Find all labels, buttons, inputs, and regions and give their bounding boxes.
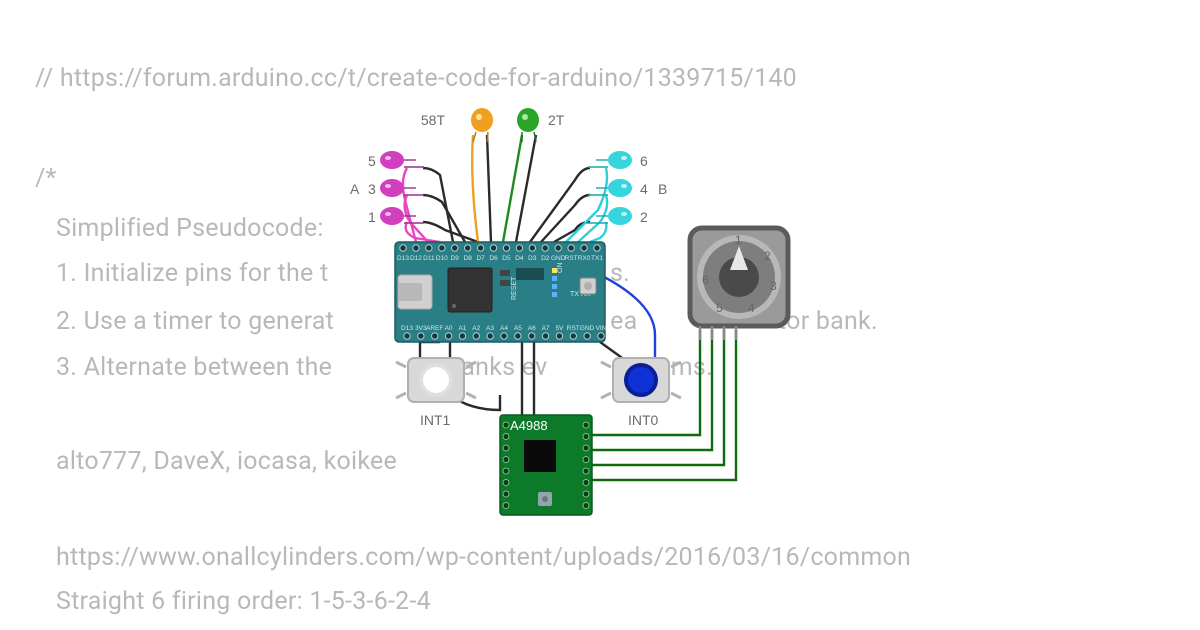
svg-text:D6: D6	[489, 255, 498, 262]
svg-text:4: 4	[748, 301, 755, 315]
stepper-motor: 1 2 3 4 5 6	[690, 228, 788, 340]
driver-label: A4988	[510, 418, 548, 433]
svg-text:RX0: RX0	[578, 255, 591, 262]
svg-text:4: 4	[640, 181, 648, 197]
svg-text:5V: 5V	[555, 325, 564, 332]
svg-text:A1: A1	[458, 325, 466, 332]
svg-text:2: 2	[640, 209, 648, 225]
svg-text:D12: D12	[410, 255, 422, 262]
svg-text:1: 1	[368, 209, 376, 225]
svg-text:B: B	[658, 181, 667, 197]
svg-text:A7: A7	[542, 325, 550, 332]
svg-text:GND: GND	[580, 325, 595, 332]
svg-text:TX1: TX1	[591, 255, 603, 262]
svg-text:6: 6	[640, 153, 648, 169]
button-blue	[601, 358, 681, 402]
svg-text:3: 3	[368, 181, 376, 197]
svg-text:A6: A6	[528, 325, 536, 332]
svg-text:A: A	[350, 181, 360, 197]
svg-text:AREF: AREF	[426, 325, 443, 332]
svg-text:5: 5	[368, 153, 376, 169]
arduino-nano: ON TX RX RESET D13D12D11D10D9D8D7D6D5D4D…	[395, 242, 607, 342]
svg-text:D5: D5	[502, 255, 511, 262]
svg-text:3: 3	[770, 279, 777, 293]
svg-text:5: 5	[716, 301, 723, 315]
svg-text:VIN: VIN	[596, 325, 607, 332]
svg-text:ON: ON	[557, 263, 564, 274]
svg-text:D7: D7	[476, 255, 485, 262]
svg-text:D9: D9	[451, 255, 460, 262]
circuit-diagram: ON TX RX RESET D13D12D11D10D9D8D7D6D5D4D…	[0, 0, 1200, 630]
svg-text:D13: D13	[401, 325, 413, 332]
svg-text:A4: A4	[500, 325, 508, 332]
svg-text:RST: RST	[567, 325, 580, 332]
svg-text:GND: GND	[551, 255, 566, 262]
button-white	[396, 358, 476, 402]
svg-text:A5: A5	[514, 325, 522, 332]
svg-text:D4: D4	[515, 255, 524, 262]
svg-text:RST: RST	[565, 255, 578, 262]
svg-text:A3: A3	[486, 325, 494, 332]
svg-text:A2: A2	[472, 325, 480, 332]
svg-text:A0: A0	[445, 325, 453, 332]
svg-text:58T: 58T	[421, 112, 446, 128]
svg-text:D3: D3	[528, 255, 537, 262]
svg-text:INT1: INT1	[420, 412, 451, 428]
leds-top	[471, 108, 539, 142]
stepper-driver: A4988	[500, 415, 592, 515]
svg-text:D10: D10	[436, 255, 448, 262]
svg-text:D2: D2	[541, 255, 550, 262]
svg-text:D13: D13	[397, 255, 409, 262]
svg-text:RESET: RESET	[511, 276, 518, 300]
svg-text:D11: D11	[423, 255, 435, 262]
svg-text:INT0: INT0	[628, 412, 659, 428]
svg-text:2T: 2T	[548, 112, 565, 128]
svg-text:D8: D8	[464, 255, 473, 262]
leds-magenta	[380, 151, 424, 225]
svg-text:2: 2	[764, 249, 771, 263]
svg-text:6: 6	[702, 273, 709, 287]
svg-text:1: 1	[735, 233, 742, 247]
